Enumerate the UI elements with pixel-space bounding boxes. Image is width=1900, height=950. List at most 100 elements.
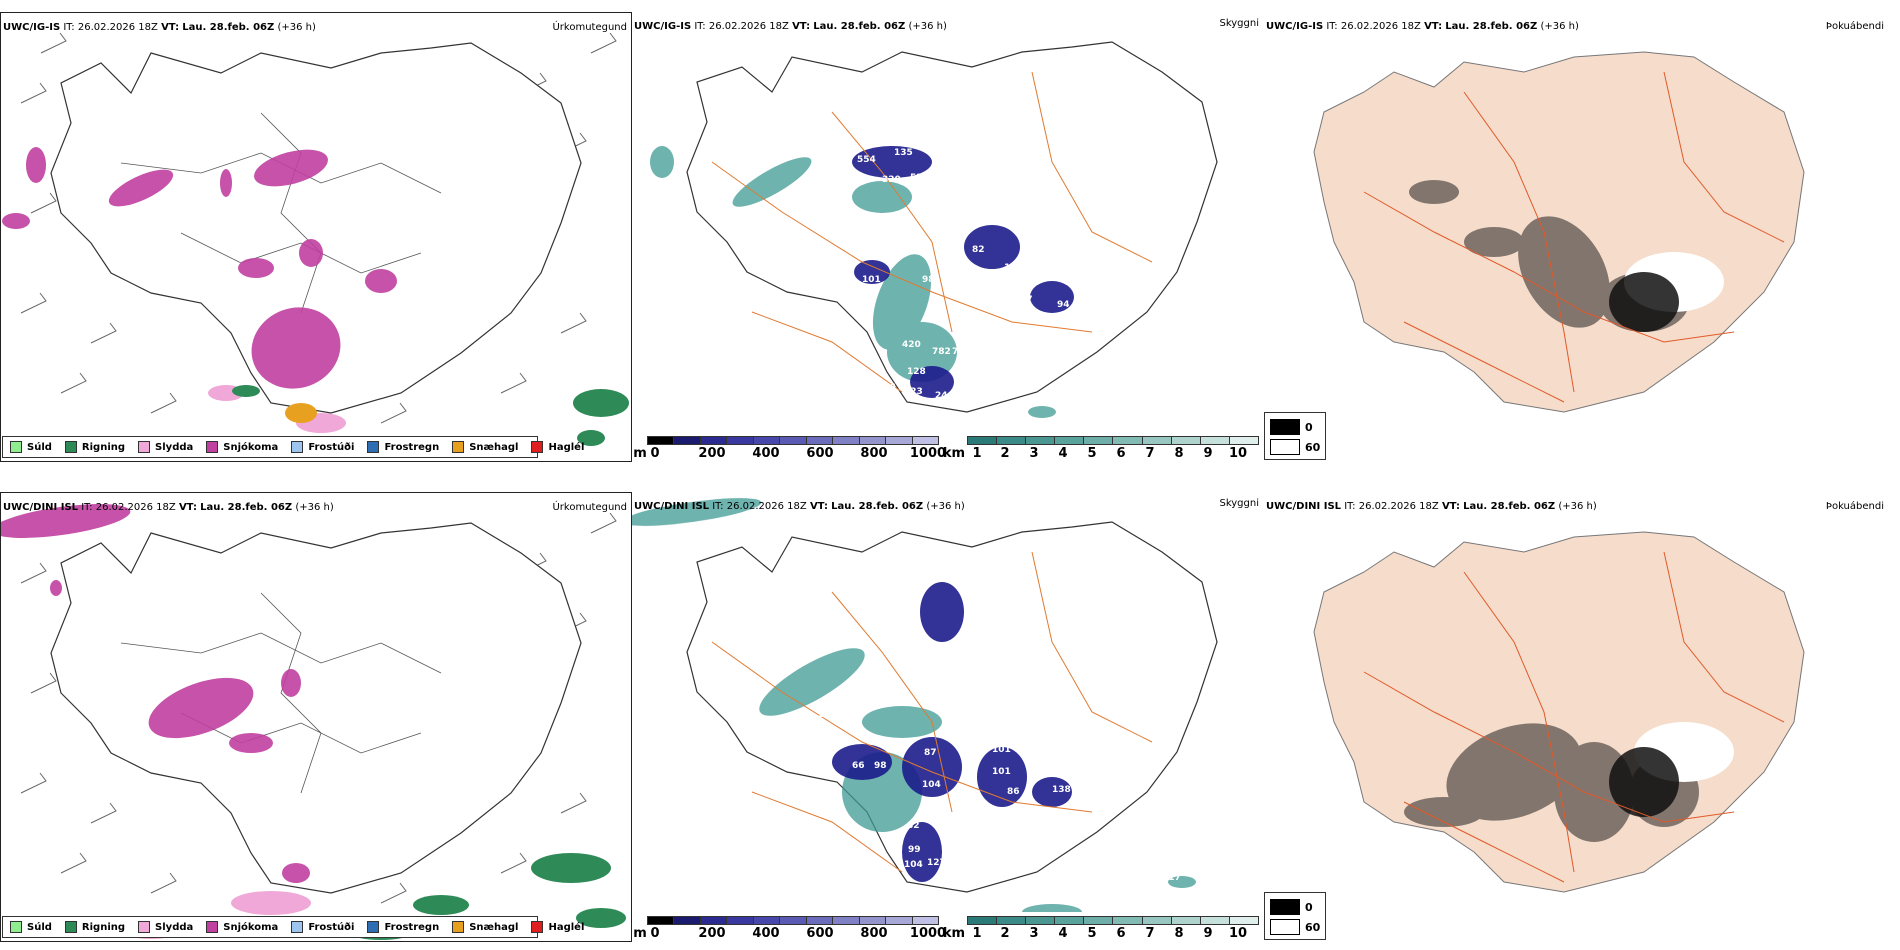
peak-label: 390 xyxy=(950,165,969,175)
peak-label: 223 xyxy=(904,387,923,397)
panel-type-label: Þokuábendi xyxy=(1825,501,1884,512)
snow-areas xyxy=(2,147,397,389)
peak-label: 66 xyxy=(852,761,865,771)
peak-label: 52 xyxy=(910,173,923,183)
peak-label: 98 xyxy=(922,275,935,285)
legend-item: Snjókoma xyxy=(206,921,278,933)
snow-areas xyxy=(1,504,310,883)
precip-type-panel-top: UWC/IG-IS IT: 26.02.2026 18Z VT: Lau. 28… xyxy=(0,12,632,462)
panel-title: UWC/DINI ISL IT: 26.02.2026 18Z VT: Lau.… xyxy=(1266,501,1597,512)
peak-label: 375 xyxy=(967,155,986,165)
peak-label: 46 xyxy=(822,210,835,220)
peak-label: 72 xyxy=(792,725,805,735)
peak-label: 274 xyxy=(892,410,911,420)
peak-label: 101 xyxy=(867,665,886,675)
road-network xyxy=(1363,71,1785,403)
legend-item: Rigning xyxy=(64,921,125,933)
legend-item: Súld xyxy=(10,921,52,933)
peak-label: 782 xyxy=(932,347,951,357)
legend-item: Haglél xyxy=(531,921,584,933)
peak-label: 97 xyxy=(1020,295,1033,305)
peak-label: 94 xyxy=(1057,300,1070,310)
peak-label: 104 xyxy=(904,860,923,870)
precip-type-panel-bottom: UWC/DINI ISL IT: 26.02.2026 18Z VT: Lau.… xyxy=(0,492,632,942)
legend-item: Slydda xyxy=(138,441,193,453)
snow-pellet-area xyxy=(285,403,317,423)
panel-title: UWC/IG-IS IT: 26.02.2026 18Z VT: Lau. 28… xyxy=(634,21,947,32)
visibility-colorbar: km 1 2 3 4 5 6 7 8 9 10 xyxy=(942,916,1264,942)
peak-label: 320 xyxy=(882,175,901,185)
peak-label: 82 xyxy=(972,245,985,255)
legend-item: Snjókoma xyxy=(206,441,278,453)
visibility-map-top: 554 135 320 52 154 46 101 98 82 110 97 9… xyxy=(650,41,1218,420)
legend-item: Snæhagl xyxy=(452,441,518,453)
legend-item: Rigning xyxy=(64,441,125,453)
peak-label: 154 xyxy=(787,195,806,205)
peak-label: 98 xyxy=(874,761,887,771)
legend-item: Frostúði xyxy=(291,441,354,453)
fog-indicator-panel-top: UWC/IG-IS IT: 26.02.2026 18Z VT: Lau. 28… xyxy=(1264,12,1900,462)
road-network xyxy=(711,551,1153,873)
rain-areas xyxy=(232,385,629,446)
precip-legend: Súld Rigning Slydda Snjókoma Frostúði Fr… xyxy=(2,916,584,938)
peak-label: 86 xyxy=(1007,787,1020,797)
peak-label: 101 xyxy=(992,767,1011,777)
legend-item: Haglél xyxy=(531,441,584,453)
panel-type-label: Skyggni xyxy=(1219,498,1259,509)
peak-label: 68 xyxy=(937,728,950,738)
legend-item: Frostregn xyxy=(367,441,439,453)
visibility-map-bottom: 126 72 101 98 68 87 104 66 98 101 101 86… xyxy=(632,498,1218,912)
legend-item: Frostregn xyxy=(367,921,439,933)
panel-type-label: Skyggni xyxy=(1219,18,1259,29)
peak-label: 127 xyxy=(927,858,946,868)
fog-legend: 0 60 xyxy=(1264,892,1326,940)
peak-label: 244 xyxy=(935,391,954,401)
panel-type-label: Úrkomutegund xyxy=(552,22,627,33)
peak-label: 87 xyxy=(924,748,937,758)
peak-label: 748 xyxy=(952,347,971,357)
panel-title: UWC/IG-IS IT: 26.02.2026 18Z VT: Lau. 28… xyxy=(1266,21,1579,32)
height-colorbar: m 0 200 400 600 800 1000 xyxy=(632,916,946,942)
hill-areas xyxy=(832,582,1072,882)
peak-label: 99 xyxy=(908,845,921,855)
peak-label: 135 xyxy=(894,148,913,158)
peak-label: 554 xyxy=(857,155,876,165)
panel-title: UWC/IG-IS IT: 26.02.2026 18Z VT: Lau. 28… xyxy=(3,22,316,33)
peak-label: 236 xyxy=(877,383,896,393)
legend-item: Slydda xyxy=(138,921,193,933)
precip-map-top xyxy=(2,32,629,446)
height-colorbar: m 0 200 400 600 800 1000 xyxy=(632,436,946,462)
visibility-panel-bottom: 126 72 101 98 68 87 104 66 98 101 101 86… xyxy=(632,492,1264,942)
peak-label: 101 xyxy=(1004,263,1023,273)
peak-label: 104 xyxy=(922,780,941,790)
precip-map-bottom xyxy=(1,504,626,940)
precip-legend: Súld Rigning Slydda Snjókoma Frostúði Fr… xyxy=(2,436,584,458)
hill-areas xyxy=(852,146,1074,398)
peak-label: 76 xyxy=(1006,900,1019,910)
panel-title: UWC/DINI ISL IT: 26.02.2026 18Z VT: Lau.… xyxy=(3,502,334,513)
peak-label: 98 xyxy=(954,665,967,675)
peak-label: 82 xyxy=(907,821,920,831)
legend-item: Frostúði xyxy=(291,921,354,933)
peak-label: 110 xyxy=(997,280,1016,290)
fog-indicator-panel-bottom: UWC/DINI ISL IT: 26.02.2026 18Z VT: Lau.… xyxy=(1264,492,1900,942)
fog-map-bottom xyxy=(1313,531,1805,893)
peak-label: 126 xyxy=(817,710,836,720)
road-network xyxy=(711,71,1153,393)
peak-label: 101 xyxy=(992,745,1011,755)
peak-label: 128 xyxy=(907,367,926,377)
fog-legend: 0 60 xyxy=(1264,412,1326,460)
legend-item: Súld xyxy=(10,441,52,453)
panel-type-label: Úrkomutegund xyxy=(552,502,627,513)
fog-map-top xyxy=(1313,51,1805,413)
visibility-panel-top: 554 135 320 52 154 46 101 98 82 110 97 9… xyxy=(632,12,1264,462)
peak-label: 138 xyxy=(1052,785,1071,795)
iceland-outline xyxy=(50,522,582,894)
panel-title: UWC/DINI ISL IT: 26.02.2026 18Z VT: Lau.… xyxy=(634,501,965,512)
visibility-colorbar: km 1 2 3 4 5 6 7 8 9 10 xyxy=(942,436,1264,462)
legend-item: Snæhagl xyxy=(452,921,518,933)
road-network xyxy=(1363,551,1785,883)
panel-type-label: Þokuábendi xyxy=(1825,21,1884,32)
iceland-outline xyxy=(50,42,582,414)
peak-label: 119 xyxy=(937,130,956,140)
